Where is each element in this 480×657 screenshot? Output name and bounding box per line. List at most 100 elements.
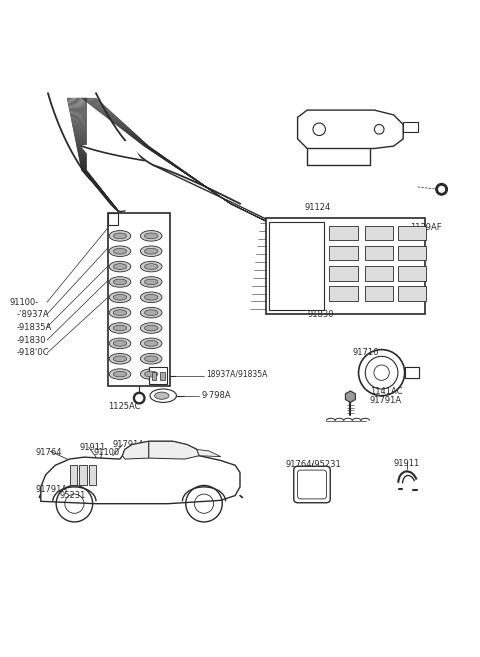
Bar (269, 222, 324, 310)
Ellipse shape (109, 323, 131, 333)
Text: 91911: 91911 (394, 459, 420, 468)
Text: 91911: 91911 (79, 443, 106, 452)
Polygon shape (403, 122, 418, 131)
Ellipse shape (113, 233, 127, 238)
Text: 91716: 91716 (353, 348, 379, 357)
Ellipse shape (144, 325, 158, 331)
Ellipse shape (109, 369, 131, 379)
Ellipse shape (140, 261, 162, 272)
Bar (398, 286, 426, 301)
Ellipse shape (140, 369, 162, 379)
Text: 9·798A: 9·798A (202, 391, 231, 400)
Text: 18937A/91835A: 18937A/91835A (206, 370, 268, 378)
Bar (89, 465, 96, 484)
Text: 91100-: 91100- (10, 298, 39, 307)
Text: 91100: 91100 (94, 448, 120, 457)
Text: 91791A: 91791A (113, 440, 145, 449)
Ellipse shape (144, 279, 158, 285)
Bar (149, 367, 167, 384)
Ellipse shape (113, 356, 127, 361)
Bar (329, 286, 358, 301)
Text: 91124: 91124 (305, 203, 331, 212)
Bar (398, 266, 426, 281)
Text: -’8937A: -’8937A (17, 309, 49, 319)
Ellipse shape (140, 246, 162, 256)
Polygon shape (122, 442, 149, 459)
Bar (329, 246, 358, 260)
Ellipse shape (109, 307, 131, 318)
Text: 91791A: 91791A (36, 485, 68, 494)
Ellipse shape (144, 248, 158, 254)
Ellipse shape (140, 338, 162, 349)
Ellipse shape (144, 340, 158, 346)
Bar (405, 367, 419, 378)
Ellipse shape (109, 292, 131, 303)
Bar (329, 226, 358, 240)
FancyBboxPatch shape (298, 470, 326, 499)
Ellipse shape (140, 277, 162, 287)
Text: -91830: -91830 (17, 336, 46, 344)
Ellipse shape (109, 246, 131, 256)
Ellipse shape (113, 279, 127, 285)
Text: 1129AF: 1129AF (410, 223, 442, 232)
Ellipse shape (144, 294, 158, 300)
Polygon shape (149, 442, 199, 459)
Bar (365, 266, 393, 281)
Ellipse shape (113, 310, 127, 315)
Bar (365, 246, 393, 260)
Circle shape (133, 392, 145, 404)
Bar (329, 266, 358, 281)
Polygon shape (108, 214, 118, 225)
Circle shape (436, 183, 447, 195)
Ellipse shape (144, 263, 158, 269)
Polygon shape (298, 110, 403, 148)
Ellipse shape (113, 325, 127, 331)
Ellipse shape (113, 371, 127, 377)
Ellipse shape (144, 233, 158, 238)
Bar (365, 226, 393, 240)
Ellipse shape (144, 356, 158, 361)
Text: 91791A: 91791A (370, 396, 402, 405)
Text: -918‘0C: -918‘0C (17, 348, 49, 357)
Ellipse shape (140, 353, 162, 364)
Ellipse shape (144, 310, 158, 315)
Text: 91830: 91830 (307, 309, 334, 319)
Bar (398, 226, 426, 240)
Bar (108, 214, 170, 386)
Polygon shape (197, 449, 221, 457)
Text: 91764/95231: 91764/95231 (286, 459, 341, 468)
Ellipse shape (155, 392, 169, 399)
Ellipse shape (109, 338, 131, 349)
Ellipse shape (144, 371, 158, 377)
Bar (152, 372, 156, 380)
Circle shape (136, 395, 143, 401)
Ellipse shape (150, 389, 177, 403)
Text: 91764: 91764 (36, 448, 62, 457)
Ellipse shape (140, 323, 162, 333)
Bar (398, 246, 426, 260)
FancyBboxPatch shape (294, 466, 330, 503)
Ellipse shape (140, 231, 162, 241)
Polygon shape (41, 442, 240, 504)
Text: 1125AC: 1125AC (108, 402, 141, 411)
Text: -91835A: -91835A (17, 323, 52, 332)
Bar (79, 465, 87, 484)
Polygon shape (346, 391, 355, 403)
Circle shape (439, 187, 444, 193)
Ellipse shape (113, 248, 127, 254)
Bar (266, 218, 425, 314)
Text: 95231: 95231 (60, 491, 86, 500)
Ellipse shape (113, 294, 127, 300)
Ellipse shape (113, 263, 127, 269)
Polygon shape (82, 141, 144, 175)
Bar (365, 286, 393, 301)
Ellipse shape (140, 292, 162, 303)
Ellipse shape (109, 353, 131, 364)
Bar (70, 465, 77, 484)
Text: 1141AC: 1141AC (370, 388, 402, 396)
Ellipse shape (140, 307, 162, 318)
Ellipse shape (113, 340, 127, 346)
Bar (160, 372, 165, 380)
Ellipse shape (109, 277, 131, 287)
Ellipse shape (109, 261, 131, 272)
